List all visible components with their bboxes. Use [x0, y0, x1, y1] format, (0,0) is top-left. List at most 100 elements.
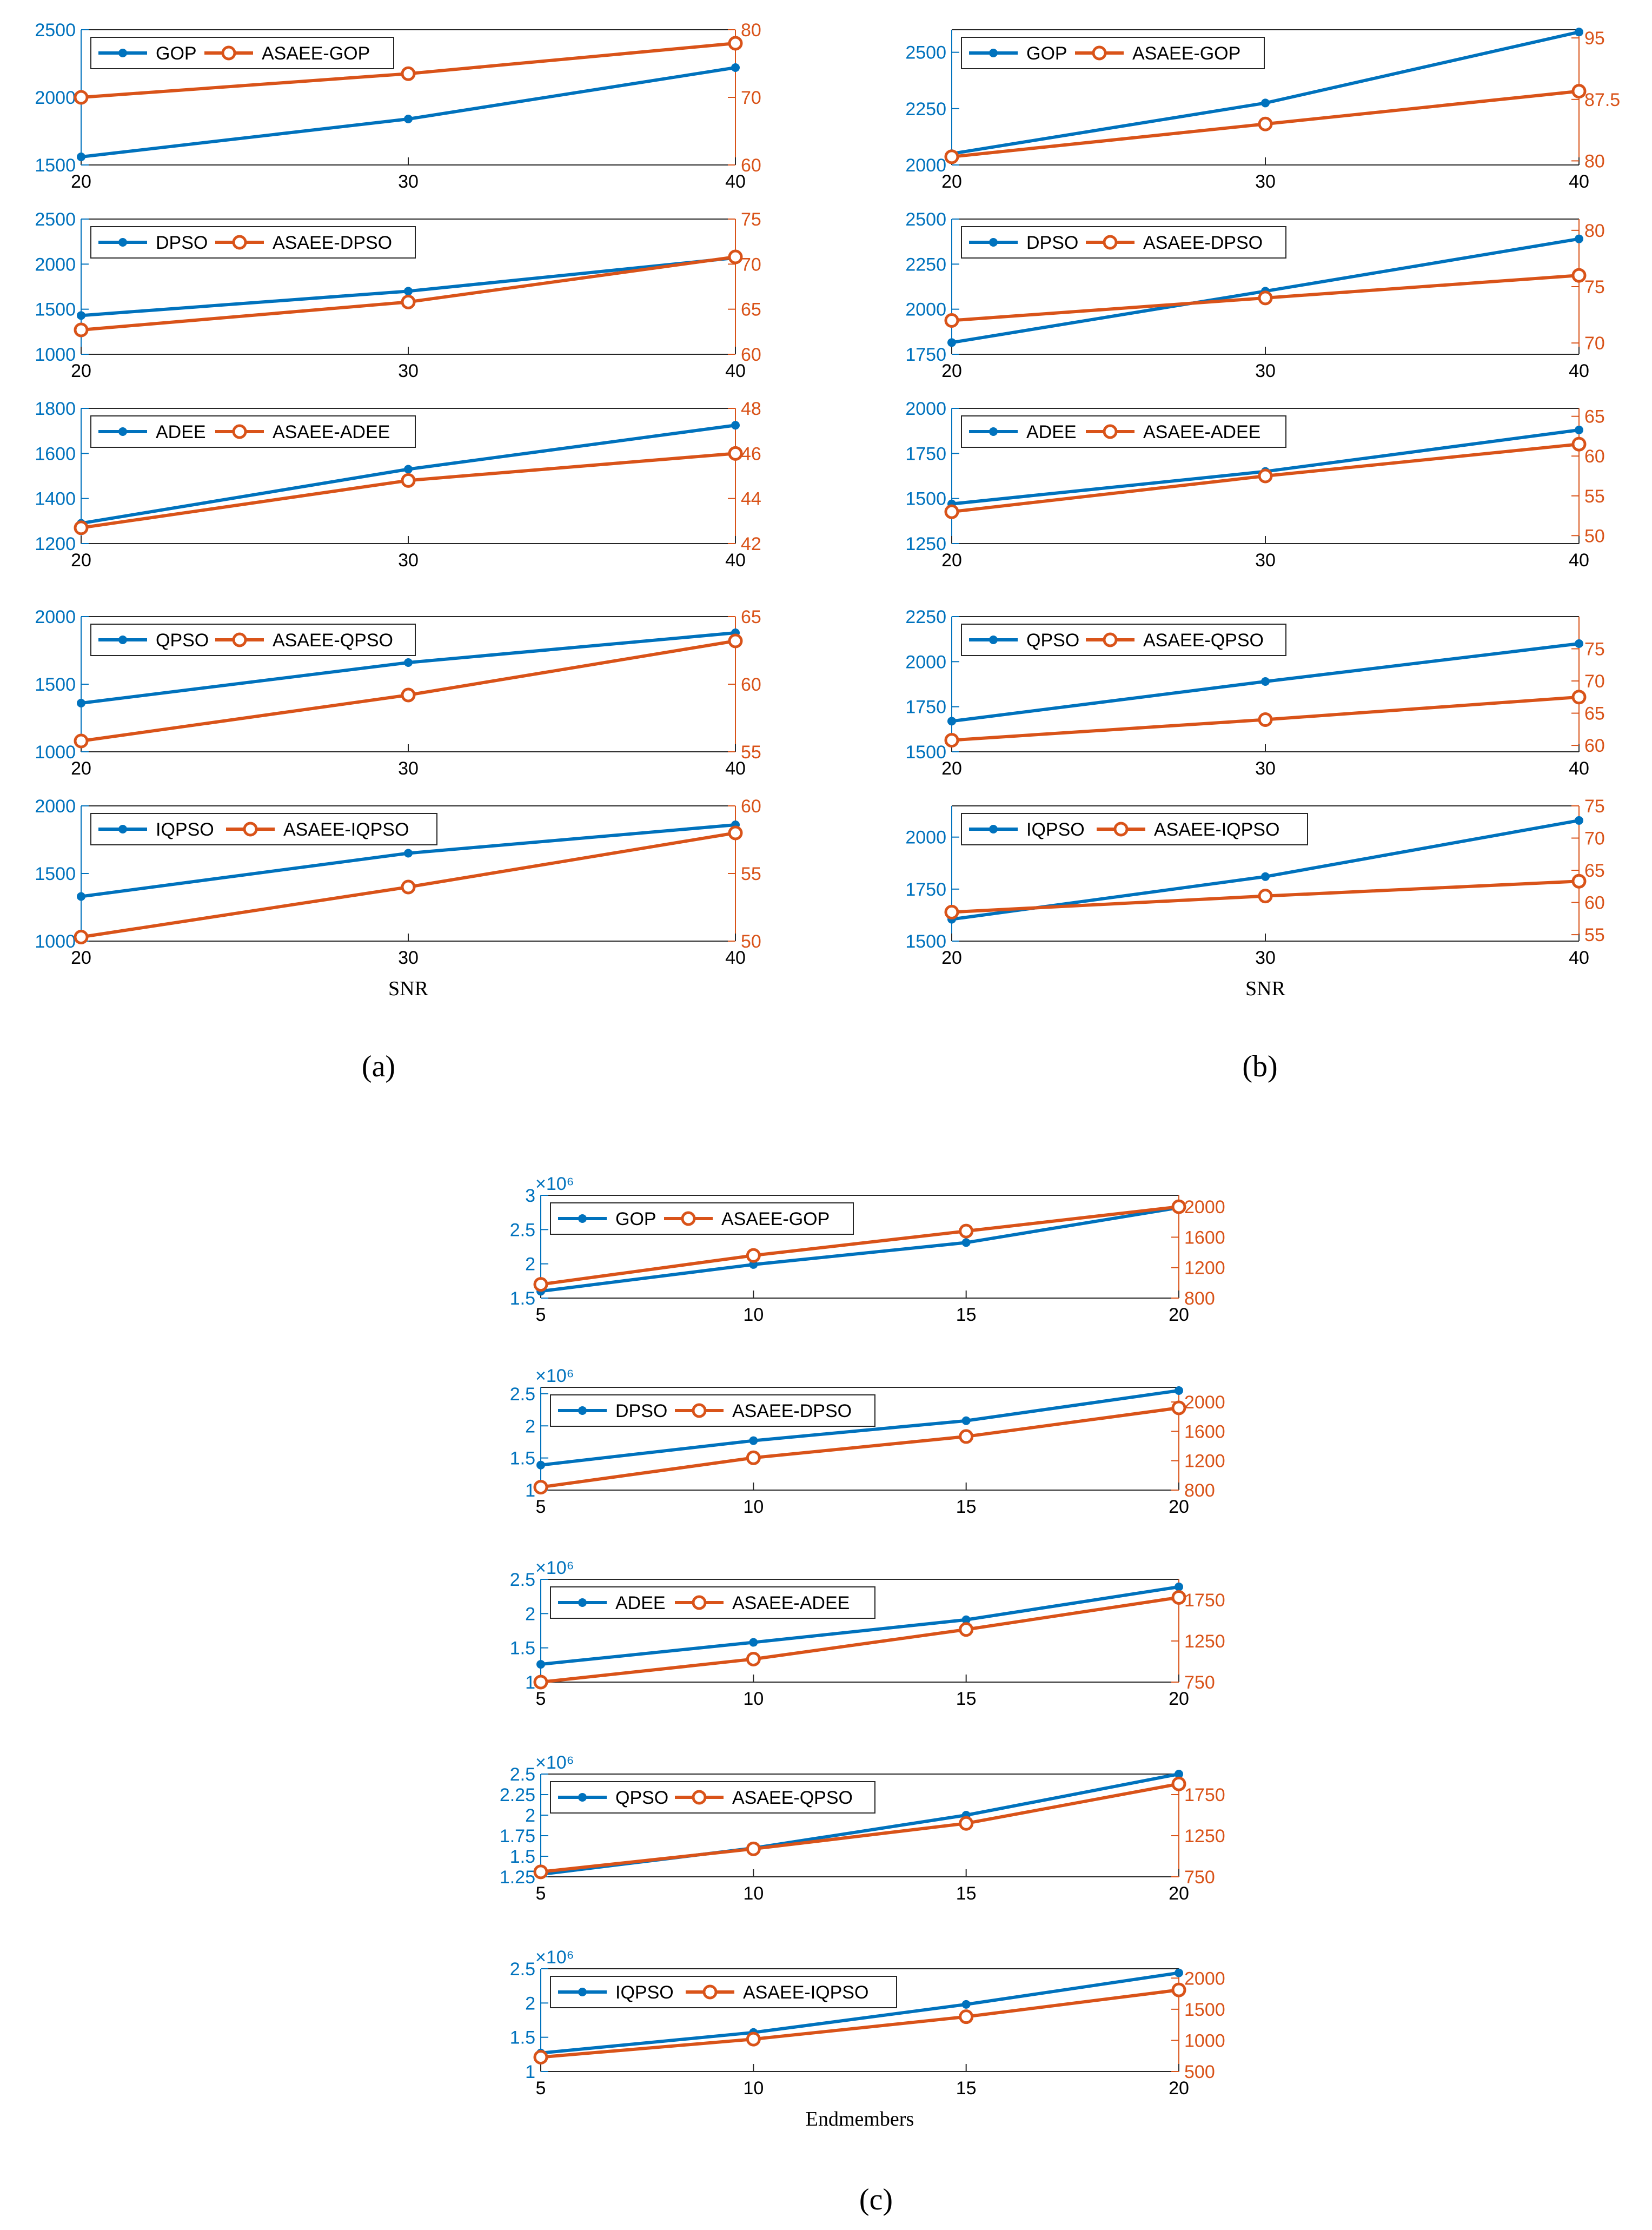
marker-adee — [961, 1615, 971, 1624]
legend-label-asaee-iqpso: ASAEE-IQPSO — [1154, 819, 1279, 840]
marker-gop — [404, 115, 413, 123]
marker-asaee-iqpso — [746, 2032, 761, 2047]
legend-marker-asaee-adee — [232, 424, 247, 439]
left-y-tick-label: 2 — [525, 1805, 535, 1826]
right-y-tick-label: 1200 — [1184, 1258, 1225, 1279]
right-y-tick-label: 65 — [1584, 704, 1605, 724]
x-tick-label: 40 — [1569, 948, 1589, 968]
right-y-tick-label: 60 — [1584, 893, 1605, 914]
subplot-b-2: 20 30 40 1750 2000 2250 2500 70 75 80 DPSO ASAEE-DP… — [905, 209, 1604, 381]
legend-label-gop: GOP — [1026, 43, 1067, 64]
left-y-tick-label: 2500 — [35, 20, 76, 41]
left-y-tick-label: 2000 — [905, 300, 946, 320]
legend-marker-qpso — [989, 636, 998, 644]
left-y-tick-label: 2500 — [905, 43, 946, 63]
left-y-tick-label: 2250 — [905, 254, 946, 275]
right-y-tick-label: 55 — [1584, 486, 1605, 507]
legend-label-asaee-dpso: ASAEE-DPSO — [1143, 233, 1263, 253]
legend-marker-gop — [989, 49, 998, 57]
left-y-tick-label: 2 — [525, 1604, 535, 1624]
marker-asaee-dpso — [401, 294, 416, 309]
marker-asaee-dpso — [74, 322, 89, 338]
legend-marker-asaee-qpso — [692, 1790, 707, 1805]
left-y-tick-label: 2000 — [35, 88, 76, 108]
x-tick-label: 20 — [1169, 1883, 1189, 1904]
right-y-tick-label: 75 — [1584, 639, 1605, 660]
marker-dpso — [404, 287, 413, 296]
x-tick-label: 20 — [941, 948, 962, 968]
marker-iqpso — [77, 892, 85, 901]
right-y-tick-label: 1500 — [1184, 2000, 1225, 2020]
marker-asaee-qpso — [1571, 690, 1587, 705]
marker-asaee-gop — [533, 1277, 548, 1292]
right-y-tick-label: 70 — [1584, 333, 1605, 354]
x-tick-label: 40 — [1569, 550, 1589, 571]
left-y-tick-label: 1 — [525, 1672, 535, 1693]
legend-marker-iqpso — [578, 1988, 587, 1996]
legend-label-asaee-iqpso: ASAEE-IQPSO — [283, 819, 409, 840]
marker-asaee-adee — [1571, 436, 1587, 452]
left-y-tick-label: 1500 — [35, 300, 76, 320]
legend-marker-gop — [578, 1214, 587, 1223]
right-y-tick-label: 65 — [1584, 407, 1605, 427]
left-y-tick-label: 2000 — [905, 828, 946, 848]
left-y-tick-label: 2000 — [905, 155, 946, 176]
x-axis-label: Endmembers — [806, 2108, 914, 2130]
legend-label-asaee-qpso: ASAEE-QPSO — [732, 1788, 853, 1808]
series-line-asaee-dpso — [540, 1406, 1179, 1489]
legend-marker-asaee-adee — [692, 1595, 707, 1610]
marker-asaee-dpso — [533, 1480, 548, 1495]
right-y-tick-label: 55 — [741, 742, 761, 763]
left-y-tick-label: 1250 — [905, 534, 946, 554]
x-tick-label: 30 — [1255, 550, 1276, 571]
x-tick-label: 40 — [725, 758, 746, 779]
marker-asaee-gop — [728, 36, 743, 51]
marker-adee — [749, 1638, 758, 1647]
marker-adee — [731, 421, 740, 430]
marker-asaee-adee — [1258, 468, 1273, 484]
marker-dpso — [536, 1460, 545, 1470]
right-y-tick-label: 1250 — [1184, 1631, 1225, 1652]
x-tick-label: 20 — [71, 758, 91, 779]
marker-gop — [1575, 28, 1583, 37]
marker-asaee-iqpso — [1571, 874, 1587, 889]
left-y-tick-label: 1 — [525, 1480, 535, 1501]
series-line-asaee-iqpso — [540, 1988, 1179, 2059]
marker-asaee-iqpso — [1171, 1982, 1186, 1997]
left-y-tick-label: 1800 — [35, 399, 76, 419]
subplot-a-4: 20 30 40 1000 1500 2000 55 60 65 QPSO ASAEE-QPSO — [35, 607, 761, 779]
left-y-tick-label: 2500 — [905, 209, 946, 230]
x-tick-label: 5 — [536, 1883, 546, 1904]
x-tick-label: 30 — [398, 361, 419, 381]
marker-asaee-adee — [533, 1675, 548, 1690]
marker-asaee-gop — [944, 149, 959, 164]
right-y-tick-label: 80 — [741, 20, 761, 41]
left-y-tick-label: 1200 — [35, 534, 76, 554]
left-y-tick-label: 2.5 — [510, 1384, 535, 1405]
right-y-tick-label: 1250 — [1184, 1826, 1225, 1847]
left-y-tick-label: 1.5 — [510, 1638, 535, 1659]
marker-asaee-adee — [728, 446, 743, 461]
left-y-tick-label: 2 — [525, 1993, 535, 2014]
left-y-tick-label: 2.5 — [510, 1570, 535, 1590]
marker-qpso — [1261, 677, 1270, 686]
x-tick-label: 20 — [71, 361, 91, 381]
right-y-tick-label: 80 — [1584, 221, 1605, 241]
right-y-tick-label: 60 — [741, 345, 761, 365]
marker-asaee-dpso — [959, 1429, 974, 1444]
series-line-asaee-qpso — [540, 1782, 1179, 1874]
left-y-tick-label: 1500 — [905, 489, 946, 509]
legend-marker-asaee-iqpso — [1113, 822, 1129, 837]
marker-asaee-adee — [959, 1622, 974, 1637]
panel-label-a: (a) — [362, 1050, 395, 1083]
legend-marker-asaee-iqpso — [243, 822, 258, 837]
left-y-tick-label: 1000 — [35, 931, 76, 952]
marker-asaee-dpso — [728, 249, 743, 264]
marker-asaee-qpso — [74, 733, 89, 749]
x-tick-label: 20 — [1169, 1497, 1189, 1517]
right-y-tick-label: 750 — [1184, 1672, 1215, 1693]
left-y-tick-label: 2.5 — [510, 1220, 535, 1240]
left-y-tick-label: 1750 — [905, 697, 946, 718]
marker-gop — [961, 1238, 971, 1247]
